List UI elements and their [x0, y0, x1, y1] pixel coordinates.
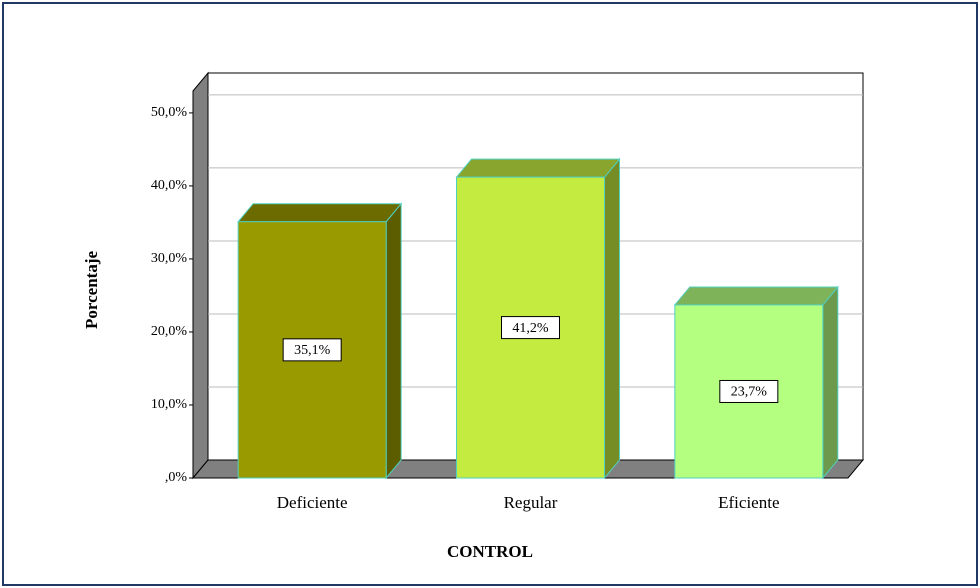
x-tick-label: Regular — [504, 493, 558, 512]
value-label-box — [282, 338, 342, 362]
y-tick-label: ,0% — [165, 470, 188, 485]
value-label: 35,1% — [294, 343, 331, 358]
y-tick-label: 30,0% — [151, 251, 188, 266]
x-axis-title: CONTROL — [447, 542, 533, 561]
bar-top — [237, 203, 403, 223]
bar — [237, 221, 387, 479]
value-label: 23,7% — [731, 385, 768, 400]
value-label: 41,2% — [512, 321, 549, 336]
x-tick-label: Eficiente — [718, 493, 779, 512]
y-axis-title: Porcentaje — [82, 251, 101, 329]
bar-side — [604, 157, 620, 480]
bar-side — [822, 285, 839, 480]
y-tick-label: 10,0% — [151, 397, 188, 412]
y-tick-label: 50,0% — [151, 105, 188, 120]
bar-top — [455, 158, 621, 178]
x-tick-label: Deficiente — [277, 493, 348, 512]
value-label-box — [501, 316, 560, 340]
y-tick-label: 20,0% — [151, 324, 188, 339]
y-tick-label: 40,0% — [151, 178, 188, 193]
bar-side — [385, 202, 402, 480]
left-wall — [192, 71, 209, 480]
bar-top — [673, 286, 839, 306]
value-label-box — [719, 379, 779, 403]
